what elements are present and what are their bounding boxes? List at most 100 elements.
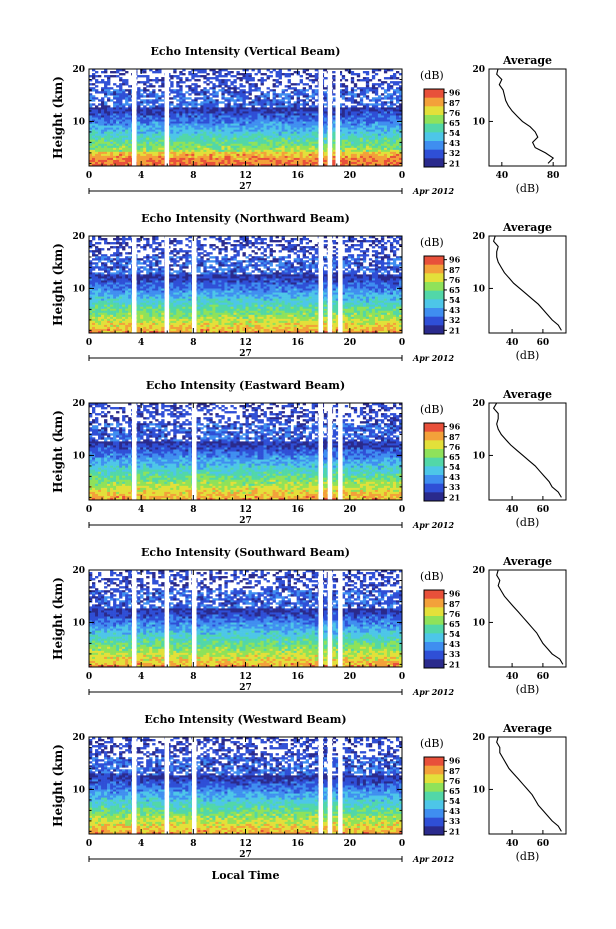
heatmap-cell [272, 133, 276, 136]
heatmap-cell [308, 85, 313, 88]
heatmap-cell [311, 143, 316, 147]
heatmap-cell [203, 87, 207, 90]
heatmap-cell [197, 71, 201, 74]
heatmap-cell [137, 260, 141, 263]
heatmap-cell [242, 111, 246, 114]
heatmap-cell [104, 133, 108, 136]
heatmap-cell [215, 131, 219, 134]
panel-1: Echo Intensity (Vertical Beam)Height (km… [51, 45, 567, 196]
heatmap-cell [152, 242, 156, 245]
heatmap-cell [260, 258, 264, 261]
heatmap-cell [140, 236, 144, 239]
heatmap-cell [125, 135, 129, 139]
heatmap-cell [389, 246, 394, 249]
heatmap-cell [365, 87, 370, 90]
heatmap-cell [95, 145, 99, 149]
heatmap-cell [185, 97, 189, 100]
x-tick-label: 0 [399, 171, 405, 181]
heatmap-cell [215, 123, 219, 126]
heatmap-cell [95, 123, 99, 126]
heatmap-cell [113, 246, 117, 249]
heatmap-cell [215, 113, 219, 116]
heatmap-cell [302, 147, 306, 151]
heatmap-cell [125, 71, 129, 74]
heatmap-cell [104, 101, 108, 104]
heatmap-cell [188, 119, 192, 122]
heatmap-cell [305, 157, 309, 161]
heatmap-cell [257, 153, 261, 157]
heatmap-cell [254, 113, 258, 116]
heatmap-cell [377, 117, 382, 120]
heatmap-cell [161, 155, 165, 159]
heatmap-cell [269, 121, 273, 124]
heatmap-cell [377, 131, 382, 134]
heatmap-cell [389, 151, 394, 155]
heatmap-cell [374, 256, 379, 259]
heatmap-cell [152, 149, 156, 153]
heatmap-cell [209, 101, 213, 104]
heatmap-cell [227, 73, 231, 76]
heatmap-cell [296, 258, 300, 261]
heatmap-cell [374, 159, 379, 163]
heatmap-cell [143, 119, 147, 122]
heatmap-cell [299, 147, 303, 151]
heatmap-cell [209, 147, 213, 151]
heatmap-cell [116, 89, 120, 92]
heatmap-cell [353, 125, 358, 128]
heatmap-cell [350, 73, 355, 76]
heatmap-cell [218, 107, 222, 110]
heatmap-cell [179, 71, 183, 74]
heatmap-cell [119, 131, 123, 134]
heatmap-cell [239, 236, 243, 239]
heatmap-cell [338, 135, 343, 139]
heatmap-cell [251, 113, 255, 116]
heatmap-cell [98, 127, 102, 130]
heatmap-cell [209, 87, 213, 90]
heatmap-cell [347, 250, 352, 253]
heatmap-cell [395, 113, 400, 116]
heatmap-cell [362, 252, 367, 255]
heatmap-cell [350, 137, 355, 141]
heatmap-cell [221, 260, 225, 263]
heatmap-cell [254, 115, 258, 118]
heatmap-cell [125, 151, 129, 155]
heatmap-cell [206, 129, 210, 132]
heatmap-cell [266, 137, 270, 141]
heatmap-cell [143, 149, 147, 153]
heatmap-cell [305, 143, 309, 147]
heatmap-cell [191, 119, 195, 122]
heatmap-cell [347, 141, 352, 145]
heatmap-cell [239, 159, 243, 163]
heatmap-cell [170, 109, 174, 112]
heatmap-cell [386, 149, 391, 153]
heatmap-cell [251, 85, 255, 88]
heatmap-cell [158, 89, 162, 92]
heatmap-cell [278, 121, 282, 124]
heatmap-cell [206, 123, 210, 126]
heatmap-cell [212, 125, 216, 128]
heatmap-cell [374, 103, 379, 106]
heatmap-cell [386, 133, 391, 136]
heatmap-cell [146, 258, 150, 261]
heatmap-cell [200, 109, 204, 112]
heatmap-cell [323, 127, 328, 130]
heatmap-cell [161, 159, 165, 163]
heatmap-cell [260, 240, 264, 243]
heatmap-cell [170, 240, 174, 243]
heatmap-cell [323, 240, 328, 243]
heatmap-cell [281, 246, 285, 249]
heatmap-cell [344, 161, 349, 165]
heatmap-cell [221, 143, 225, 147]
heatmap-cell [122, 129, 126, 132]
heatmap-cell [155, 161, 159, 165]
heatmap-cell [242, 254, 246, 257]
heatmap-cell [119, 244, 123, 247]
heatmap-cell [281, 117, 285, 120]
heatmap-cell [290, 95, 294, 98]
heatmap-cell [377, 137, 382, 141]
heatmap-cell [290, 151, 294, 155]
heatmap-cell [371, 137, 376, 141]
heatmap-cell [272, 111, 276, 114]
heatmap-cell [158, 119, 162, 122]
heatmap-cell [302, 256, 306, 259]
